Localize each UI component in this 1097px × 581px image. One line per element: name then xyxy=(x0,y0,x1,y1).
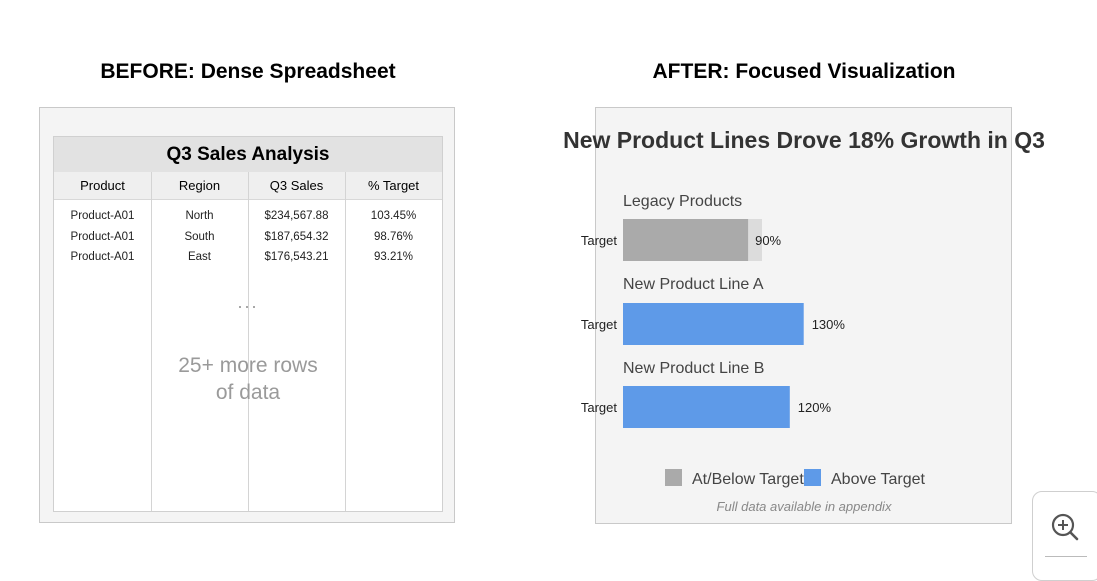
spreadsheet: Q3 Sales Analysis Product Region Q3 Sale… xyxy=(53,136,443,512)
more-rows-note: 25+ more rows of data xyxy=(54,352,442,406)
table-cell: 98.76% xyxy=(373,231,413,243)
chart-title: New Product Lines Drove 18% Growth in Q3 xyxy=(563,127,1045,153)
bar xyxy=(623,303,804,345)
column-header-percent-target: % Target xyxy=(367,178,420,193)
table-cell: Product-A01 xyxy=(70,251,135,263)
bar xyxy=(623,219,749,261)
before-panel: Q3 Sales Analysis Product Region Q3 Sale… xyxy=(39,107,455,523)
zoom-in-icon xyxy=(1051,513,1079,541)
table-cell: $187,654.32 xyxy=(264,231,329,243)
table-cell: $176,543.21 xyxy=(264,251,329,263)
table-row: Product-A01 East $176,543.21 93.21% xyxy=(54,247,442,267)
legend-swatch-above xyxy=(804,469,821,486)
more-rows-line-1: 25+ more rows xyxy=(178,354,318,377)
bar xyxy=(623,386,790,428)
column-divider xyxy=(345,172,346,511)
category-label: New Product Line A xyxy=(623,276,764,293)
table-row: Product-A01 North $234,567.88 103.45% xyxy=(54,206,442,226)
table-cell: East xyxy=(187,251,211,263)
column-header-region: Region xyxy=(178,178,221,193)
bar-value-label: 120% xyxy=(798,400,832,415)
bar-value-label: 90% xyxy=(755,233,781,248)
category-label: Legacy Products xyxy=(623,193,742,210)
legend-label-above: Above Target xyxy=(831,471,926,488)
zoom-divider xyxy=(1045,556,1087,557)
table-cell: 93.21% xyxy=(373,251,413,263)
column-divider xyxy=(248,172,249,511)
target-label: Target xyxy=(581,233,618,248)
bar-value-label: 130% xyxy=(812,317,846,332)
column-header-product: Product xyxy=(80,178,125,193)
appendix-note: Full data available in appendix xyxy=(716,499,892,514)
spreadsheet-title: Q3 Sales Analysis xyxy=(54,137,442,172)
zoom-in-button[interactable] xyxy=(1032,491,1097,581)
table-cell: $234,567.88 xyxy=(264,210,329,222)
column-divider xyxy=(151,172,152,511)
legend-label-below: At/Below Target xyxy=(692,471,804,488)
table-cell: 103.45% xyxy=(370,210,417,222)
table-cell: South xyxy=(184,231,215,243)
target-label: Target xyxy=(581,400,618,415)
before-heading: BEFORE: Dense Spreadsheet xyxy=(100,60,396,83)
table-cell: Product-A01 xyxy=(70,210,135,222)
target-label: Target xyxy=(581,317,618,332)
column-header-q3-sales: Q3 Sales xyxy=(269,178,324,193)
table-cell: North xyxy=(185,210,214,222)
after-heading: AFTER: Focused Visualization xyxy=(652,60,956,83)
table-row: Product-A01 South $187,654.32 98.76% xyxy=(54,227,442,247)
more-rows-ellipsis: ... xyxy=(237,292,259,312)
legend-swatch-below xyxy=(665,469,682,486)
more-rows-line-2: of data xyxy=(215,381,281,404)
table-cell: Product-A01 xyxy=(70,231,135,243)
category-label: New Product Line B xyxy=(623,360,764,377)
